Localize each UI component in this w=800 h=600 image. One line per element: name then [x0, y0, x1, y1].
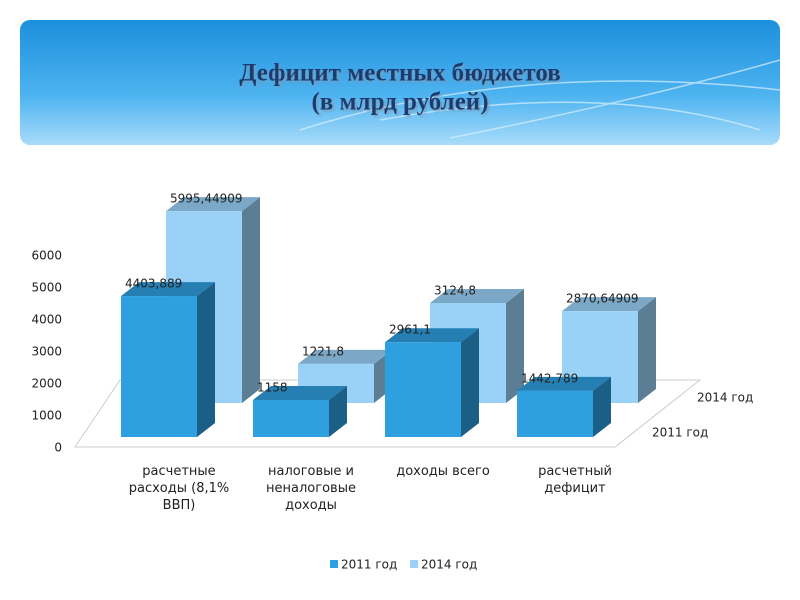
bar-3d: [121, 282, 215, 437]
bar-side: [197, 282, 215, 437]
bar: [121, 296, 197, 437]
bar-3d: [253, 385, 347, 437]
bar-side: [593, 376, 611, 437]
y-tick-label: 3000: [31, 345, 62, 359]
depth-label: 2014 год: [697, 391, 753, 405]
y-tick-label: 1000: [31, 409, 62, 423]
bar-top: [517, 376, 611, 391]
x-tick-label: расчетный дефицит: [538, 464, 612, 496]
legend-label: 2014 год: [421, 558, 477, 572]
x-tick-label: налоговые и неналоговые доходы: [266, 464, 356, 513]
chart-title: Дефицит местных бюджетов: [239, 60, 560, 87]
y-tick-label: 4000: [31, 313, 62, 327]
bar-side: [506, 289, 524, 403]
bar: [253, 399, 329, 437]
value-label: 5995,44909: [170, 192, 243, 206]
legend-swatch: [330, 560, 338, 568]
bar-top: [298, 349, 392, 364]
y-tick-label: 0: [54, 441, 62, 455]
header-decoration: [299, 59, 781, 139]
bar-3d: [385, 328, 479, 437]
bar-3d: [517, 376, 611, 437]
value-label: 1442,789: [521, 371, 578, 385]
legend-swatch: [410, 560, 418, 568]
bar: [385, 342, 461, 437]
bar-top: [121, 282, 215, 297]
bar-top: [166, 197, 260, 212]
legend-label: 2011 год: [341, 558, 397, 572]
bar-side: [638, 297, 656, 403]
y-tick-label: 2000: [31, 377, 62, 391]
value-label: 1158: [257, 380, 288, 394]
depth-label: 2011 год: [652, 426, 708, 440]
y-tick-label: 6000: [31, 249, 62, 263]
bar-side: [242, 197, 260, 403]
bar-top: [562, 297, 656, 312]
bar-top: [385, 328, 479, 343]
bar: [517, 390, 593, 437]
chart-subtitle: (в млрд рублей): [311, 89, 488, 116]
bar-side: [329, 385, 347, 437]
y-tick-label: 5000: [31, 281, 62, 295]
value-label: 2870,64909: [566, 292, 639, 306]
value-label: 3124,8: [434, 284, 476, 298]
bar-top: [253, 385, 347, 400]
value-label: 2961,1: [389, 323, 431, 337]
header-band: [20, 20, 780, 145]
value-label: 4403,889: [125, 277, 182, 291]
bar-side: [461, 328, 479, 437]
x-tick-label: доходы всего: [396, 464, 490, 479]
x-tick-label: расчетные расходы (8,1% ВВП): [128, 464, 230, 513]
bar-top: [430, 289, 524, 304]
value-label: 1221,8: [302, 344, 344, 358]
